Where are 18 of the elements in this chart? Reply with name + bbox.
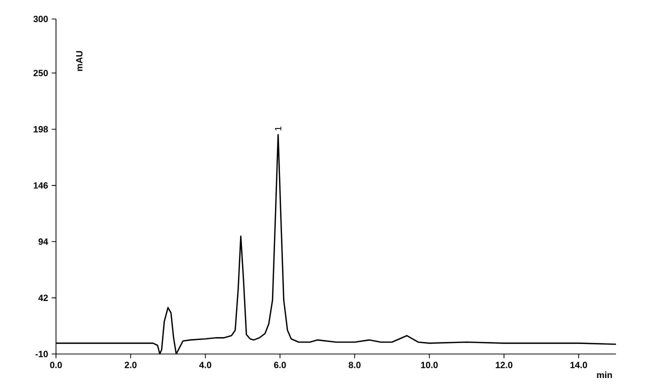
- x-tick-label: 14.0: [570, 362, 588, 368]
- y-axis-title: mAU: [76, 51, 82, 71]
- x-tick-label: 4.0: [199, 362, 212, 368]
- x-tick-label: 6.0: [274, 362, 286, 368]
- y-tick-label: 300: [33, 16, 48, 22]
- annotation: 1: [275, 126, 282, 130]
- x-tick-label: 2.0: [124, 362, 137, 368]
- y-tick-label: 146: [34, 182, 48, 189]
- x-tick-label: 12.0: [496, 362, 512, 368]
- y-tick-label: 198: [34, 126, 48, 132]
- y-tick-label: -10: [36, 350, 48, 358]
- y-tick-label: 250: [34, 70, 48, 76]
- x-axis-title: min: [597, 372, 612, 378]
- x-tick-label: 10.0: [421, 362, 438, 368]
- y-tick-label: 42: [38, 294, 48, 301]
- x-tick-label: 0.0: [50, 362, 62, 368]
- y-tick-label: 94: [38, 238, 48, 245]
- x-tick-label: 8.0: [348, 362, 361, 368]
